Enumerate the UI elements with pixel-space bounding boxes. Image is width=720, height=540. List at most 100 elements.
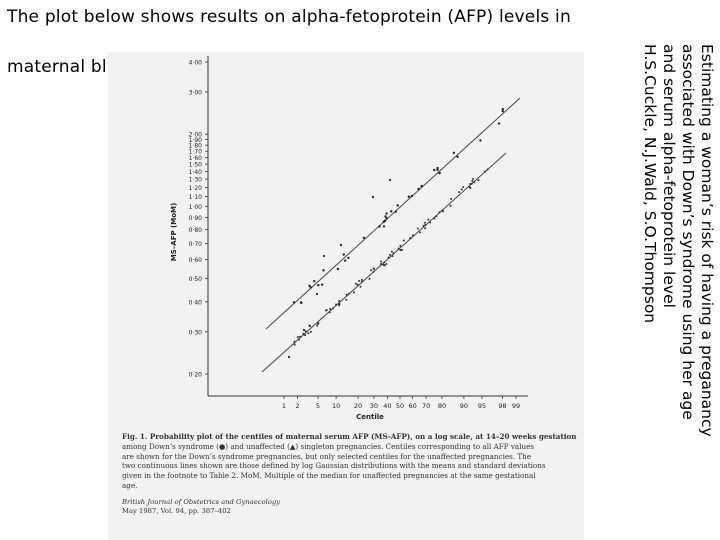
downs-point bbox=[420, 184, 423, 188]
reference-line: H.S.Cuckle, N.J.Wald, S.O.Thompson bbox=[641, 44, 659, 324]
downs-point bbox=[336, 267, 340, 271]
downs-point bbox=[410, 194, 414, 198]
downs-point bbox=[382, 220, 386, 223]
downs-point bbox=[300, 301, 303, 305]
y-tick-label: 0·70 bbox=[189, 241, 203, 248]
y-tick-label: 0·20 bbox=[189, 372, 203, 379]
unaffected-point bbox=[337, 302, 340, 305]
downs-point bbox=[382, 225, 386, 228]
downs-point bbox=[456, 155, 459, 159]
unaffected-point bbox=[433, 217, 436, 220]
journal-volume: May 1987, Vol. 94, pp. 387–402 bbox=[122, 506, 231, 515]
downs-point bbox=[308, 284, 311, 287]
unaffected-point bbox=[372, 268, 375, 271]
y-tick-label: 1·10 bbox=[189, 194, 203, 201]
y-tick-label: 0·90 bbox=[189, 215, 203, 222]
unaffected-point bbox=[419, 231, 422, 234]
y-tick-label: 1·40 bbox=[189, 169, 203, 176]
unaffected-point bbox=[379, 263, 382, 266]
downs-point bbox=[436, 166, 439, 170]
x-tick-label: 90 bbox=[460, 402, 468, 410]
y-tick-label: 0·60 bbox=[189, 257, 203, 264]
reference-line: Estimating a woman’s risk of having a pr… bbox=[698, 44, 716, 437]
y-axis-label: MS–AFP (MoM) bbox=[170, 203, 178, 261]
caption-line: two continuous lines shown are those def… bbox=[122, 461, 546, 471]
unaffected-point bbox=[358, 279, 361, 282]
downs-point bbox=[342, 253, 345, 256]
y-tick-label: 1·60 bbox=[189, 155, 203, 162]
unaffected-point bbox=[359, 285, 362, 288]
downs-point bbox=[436, 168, 439, 172]
downs-point bbox=[407, 195, 411, 198]
unaffected-point bbox=[424, 223, 427, 226]
downs-point bbox=[452, 151, 456, 155]
y-tick-label: 1·00 bbox=[189, 204, 203, 211]
outlier-point bbox=[287, 355, 291, 359]
unaffected-point bbox=[486, 168, 489, 171]
unaffected-point bbox=[304, 330, 307, 333]
outlier-point bbox=[322, 254, 326, 258]
unaffected-point bbox=[316, 324, 319, 327]
intro-line-1: The plot below shows results on alpha-fe… bbox=[7, 7, 571, 27]
unaffected-point bbox=[422, 224, 425, 227]
unaffected-point bbox=[402, 239, 405, 242]
unaffected-point bbox=[470, 182, 473, 185]
unaffected-point bbox=[411, 234, 414, 237]
unaffected-point bbox=[307, 332, 310, 335]
unaffected-point bbox=[335, 303, 338, 306]
downs-point bbox=[347, 256, 350, 260]
x-tick-label: 98 bbox=[498, 402, 506, 410]
x-tick-label: 40 bbox=[383, 402, 391, 410]
unaffected-point bbox=[392, 252, 395, 255]
unaffected-point bbox=[383, 264, 386, 267]
unaffected-point bbox=[356, 283, 359, 286]
caption-line: are shown for the Down’s syndrome pregna… bbox=[122, 451, 532, 461]
x-tick-label: 1 bbox=[282, 402, 286, 410]
downs-point bbox=[320, 283, 324, 286]
downs-point bbox=[417, 187, 420, 191]
unaffected-point bbox=[387, 256, 390, 259]
unaffected-point bbox=[388, 253, 391, 256]
unaffected-point bbox=[347, 292, 350, 295]
unaffected-point bbox=[297, 338, 300, 341]
unaffected-point bbox=[472, 177, 475, 180]
downs-point bbox=[343, 259, 347, 262]
unaffected-point bbox=[368, 277, 371, 280]
x-tick-label: 70 bbox=[422, 402, 430, 410]
x-tick-label: 80 bbox=[438, 402, 446, 410]
x-tick-label: 60 bbox=[408, 402, 416, 410]
downs-point bbox=[479, 139, 482, 142]
unaffected-point bbox=[345, 298, 348, 301]
x-tick-label: 50 bbox=[396, 402, 404, 410]
unaffected-point bbox=[324, 309, 327, 312]
downs-point bbox=[292, 301, 296, 304]
unaffected-point bbox=[372, 270, 375, 273]
unaffected-point bbox=[304, 334, 307, 337]
reference-line: associated with Down’s syndrome using he… bbox=[679, 44, 697, 420]
caption-line: given in the footnote to Table 2. MoM, M… bbox=[122, 471, 536, 481]
y-tick-label: 0·50 bbox=[189, 276, 203, 283]
outlier-point bbox=[371, 195, 375, 199]
unaffected-point bbox=[370, 269, 373, 272]
downs-point bbox=[378, 225, 381, 228]
y-tick-label: 3·00 bbox=[189, 89, 203, 96]
y-tick-label: 0·80 bbox=[189, 227, 203, 234]
unaffected-point bbox=[473, 181, 476, 184]
caption-line: among Down’s syndrome (●) and unaffected… bbox=[122, 441, 535, 451]
x-tick-label: 30 bbox=[370, 402, 378, 410]
y-tick-label: 1·30 bbox=[189, 177, 203, 184]
x-tick-label: 10 bbox=[332, 402, 340, 410]
downs-point bbox=[385, 217, 388, 220]
unaffected-point bbox=[293, 343, 296, 346]
y-tick-label: 2·00 bbox=[189, 132, 203, 139]
x-tick-label: 2 bbox=[296, 402, 300, 410]
unaffected-point bbox=[469, 182, 472, 185]
unaffected-point bbox=[401, 248, 404, 251]
unaffected-point bbox=[471, 179, 474, 182]
unaffected-point bbox=[429, 221, 432, 224]
journal-name: British Journal of Obstetrics and Gynaec… bbox=[122, 498, 281, 506]
downs-point bbox=[309, 286, 312, 289]
unaffected-point bbox=[469, 187, 472, 190]
outlier-point bbox=[315, 292, 319, 296]
downs-point bbox=[438, 171, 441, 175]
